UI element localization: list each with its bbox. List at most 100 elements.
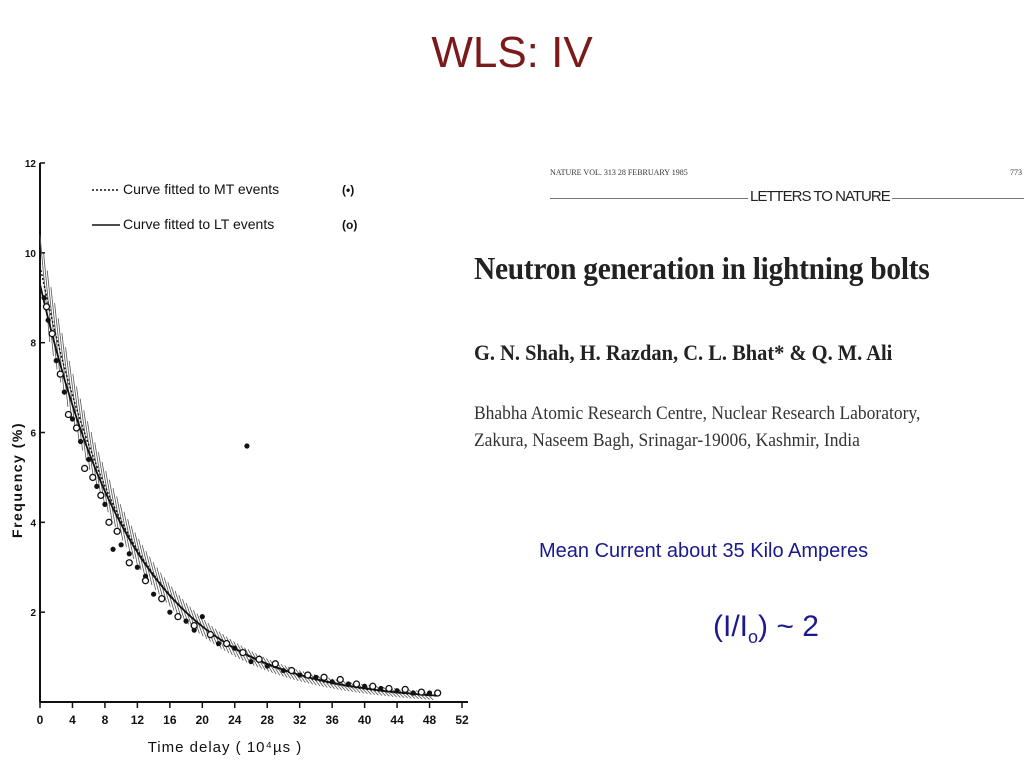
paper-affiliation: Bhabha Atomic Research Centre, Nuclear R…: [474, 400, 920, 454]
data-point: [199, 614, 205, 620]
data-point: [410, 690, 416, 696]
x-tick-label: 24: [228, 713, 242, 727]
data-point: [69, 416, 76, 422]
data-point: [41, 295, 47, 301]
data-point: [378, 685, 384, 692]
x-tick-label: 32: [293, 713, 307, 727]
data-point: [352, 680, 361, 688]
hatch-mark: [127, 518, 138, 565]
data-point: [385, 684, 393, 693]
data-point: [271, 660, 279, 668]
ratio-suffix: ) ~ 2: [758, 610, 819, 643]
data-point: [77, 438, 84, 445]
x-tick-label: 48: [423, 713, 437, 727]
slide-title: WLS: IV: [431, 28, 593, 77]
data-point: [125, 559, 133, 567]
data-point: [223, 639, 231, 648]
data-point: [45, 317, 51, 323]
data-point: [244, 443, 250, 449]
hatch-mark: [141, 545, 153, 586]
data-point: [72, 424, 81, 432]
data-point: [297, 672, 303, 678]
data-point: [206, 630, 215, 639]
hatch-mark: [39, 235, 51, 342]
x-tick-label: 8: [102, 713, 109, 727]
mean-current-note: Mean Current about 35 Kilo Amperes: [539, 540, 869, 562]
data-point: [232, 645, 238, 651]
paper-clipping: NATURE VOL. 313 28 FEBRUARY 1985 LETTERS…: [460, 150, 1024, 470]
data-point: [417, 688, 426, 696]
hatch-mark: [72, 373, 84, 451]
hatch-mark: [76, 386, 87, 461]
data-point: [105, 518, 113, 526]
data-point: [255, 655, 263, 663]
x-tick-label: 4: [69, 713, 76, 727]
hatch-mark: [130, 525, 142, 571]
data-point: [280, 667, 287, 674]
legend-label: Curve fitted to MT events: [123, 181, 279, 197]
ratio-prefix: (I/I: [713, 610, 748, 643]
data-point: [56, 370, 64, 378]
x-tick-label: 28: [261, 713, 275, 727]
y-tick-label: 4: [30, 518, 36, 529]
data-point: [183, 618, 189, 624]
masthead-center: LETTERS TO NATURE: [748, 188, 892, 205]
data-point: [287, 666, 296, 675]
affiliation-line-1: Bhabha Atomic Research Centre, Nuclear R…: [474, 403, 921, 424]
data-point: [158, 595, 166, 603]
data-point: [394, 688, 400, 694]
data-point: [86, 456, 92, 463]
data-point: [118, 542, 124, 548]
affiliation-line-2: Zakura, Naseem Bagh, Srinagar-19006, Kas…: [474, 430, 860, 451]
x-tick-label: 44: [390, 713, 404, 727]
data-points: [41, 295, 442, 697]
data-point: [151, 591, 157, 597]
data-point: [89, 473, 97, 482]
masthead-page: 773: [1010, 168, 1022, 177]
y-tick-label: 6: [30, 429, 36, 440]
x-tick-label: 0: [37, 713, 44, 727]
data-point: [304, 671, 312, 679]
x-tick-label: 40: [358, 713, 372, 727]
data-point: [53, 358, 59, 364]
x-axis-label: Time delay ( 10⁴µs ): [148, 739, 303, 756]
data-point: [313, 674, 319, 680]
current-ratio-note: (I/Io) ~ 2: [713, 610, 819, 648]
data-point: [42, 303, 51, 311]
data-point: [64, 410, 73, 419]
data-point: [190, 621, 198, 630]
data-point: [167, 609, 173, 615]
data-point: [97, 491, 105, 500]
chart-legend: Curve fitted to MT events (•) Curve fitted…: [92, 181, 357, 232]
hatch-mark: [46, 270, 58, 370]
fit-band: [39, 235, 434, 701]
x-tick-label: 16: [163, 713, 177, 727]
data-point: [329, 679, 335, 685]
ratio-subscript: o: [748, 627, 759, 647]
hatch-mark: [50, 287, 62, 383]
data-point: [134, 564, 140, 570]
x-tick-label: 12: [131, 713, 145, 727]
data-point: [239, 648, 247, 657]
data-point: [215, 641, 222, 647]
legend-label: Curve fitted to LT events: [123, 216, 274, 232]
data-point: [434, 689, 442, 697]
masthead: NATURE VOL. 313 28 FEBRUARY 1985 LETTERS…: [550, 168, 1024, 208]
data-point: [264, 663, 270, 669]
y-tick-label: 2: [30, 608, 36, 619]
data-point: [369, 682, 377, 690]
data-point: [336, 675, 344, 684]
data-point: [48, 330, 56, 338]
data-point: [113, 527, 121, 535]
x-tick-label: 52: [455, 713, 469, 727]
data-point: [141, 577, 150, 585]
y-axis-label: Frequency (%): [9, 422, 25, 538]
data-point: [61, 389, 67, 395]
data-point: [126, 551, 132, 557]
masthead-left: NATURE VOL. 313 28 FEBRUARY 1985: [550, 168, 688, 177]
data-point: [94, 483, 100, 489]
y-tick-label: 12: [25, 159, 37, 170]
y-tick-label: 8: [30, 339, 36, 350]
